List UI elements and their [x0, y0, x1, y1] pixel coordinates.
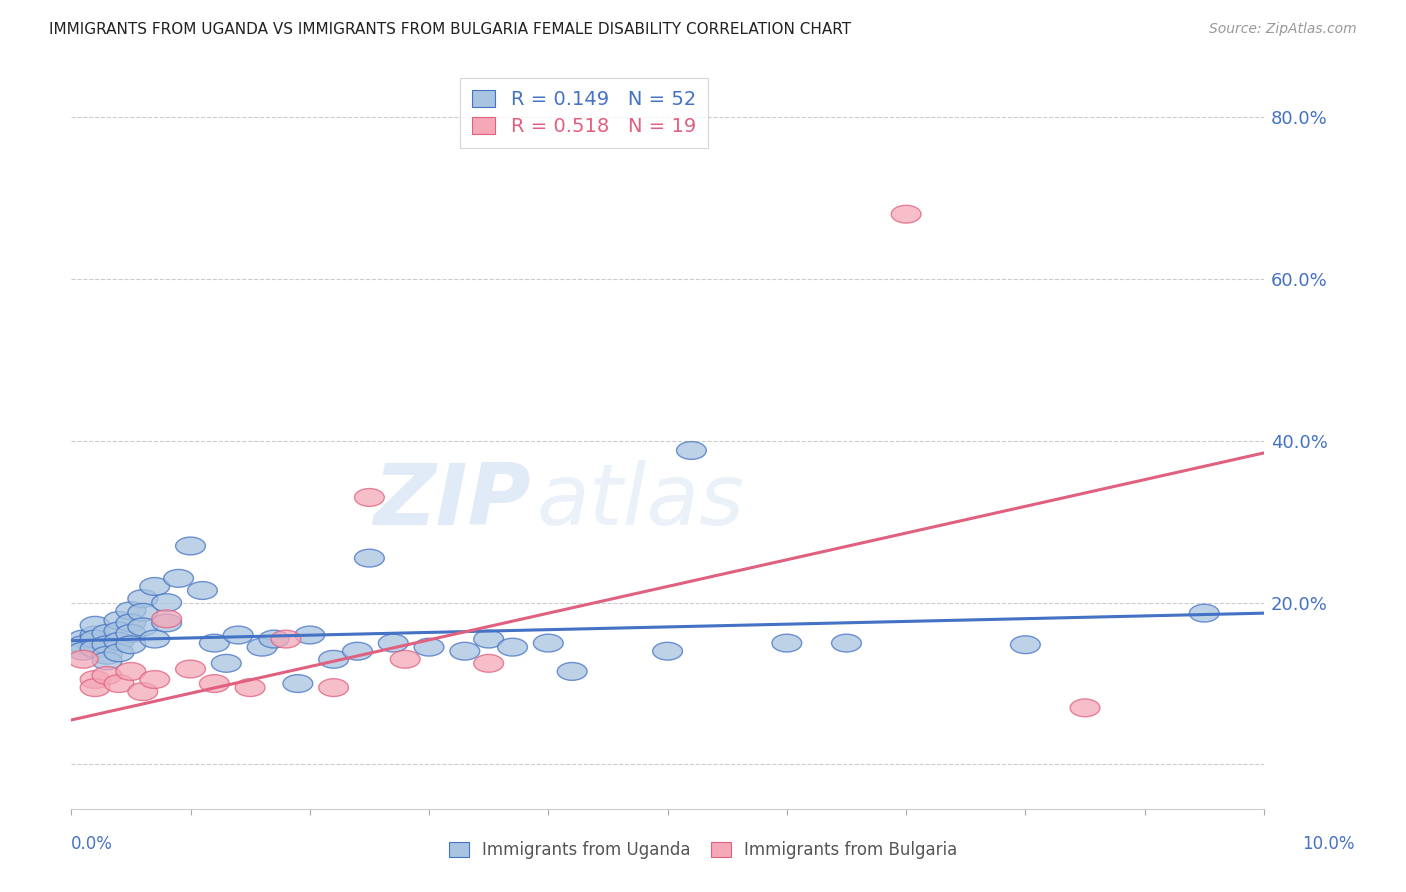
- Text: IMMIGRANTS FROM UGANDA VS IMMIGRANTS FROM BULGARIA FEMALE DISABILITY CORRELATION: IMMIGRANTS FROM UGANDA VS IMMIGRANTS FRO…: [49, 22, 852, 37]
- Text: atlas: atlas: [536, 460, 744, 543]
- Legend: R = 0.149   N = 52, R = 0.518   N = 19: R = 0.149 N = 52, R = 0.518 N = 19: [460, 78, 707, 148]
- Text: Source: ZipAtlas.com: Source: ZipAtlas.com: [1209, 22, 1357, 37]
- Legend: Immigrants from Uganda, Immigrants from Bulgaria: Immigrants from Uganda, Immigrants from …: [440, 833, 966, 868]
- Text: 10.0%: 10.0%: [1302, 835, 1355, 853]
- Text: 0.0%: 0.0%: [70, 835, 112, 853]
- Text: ZIP: ZIP: [373, 460, 530, 543]
